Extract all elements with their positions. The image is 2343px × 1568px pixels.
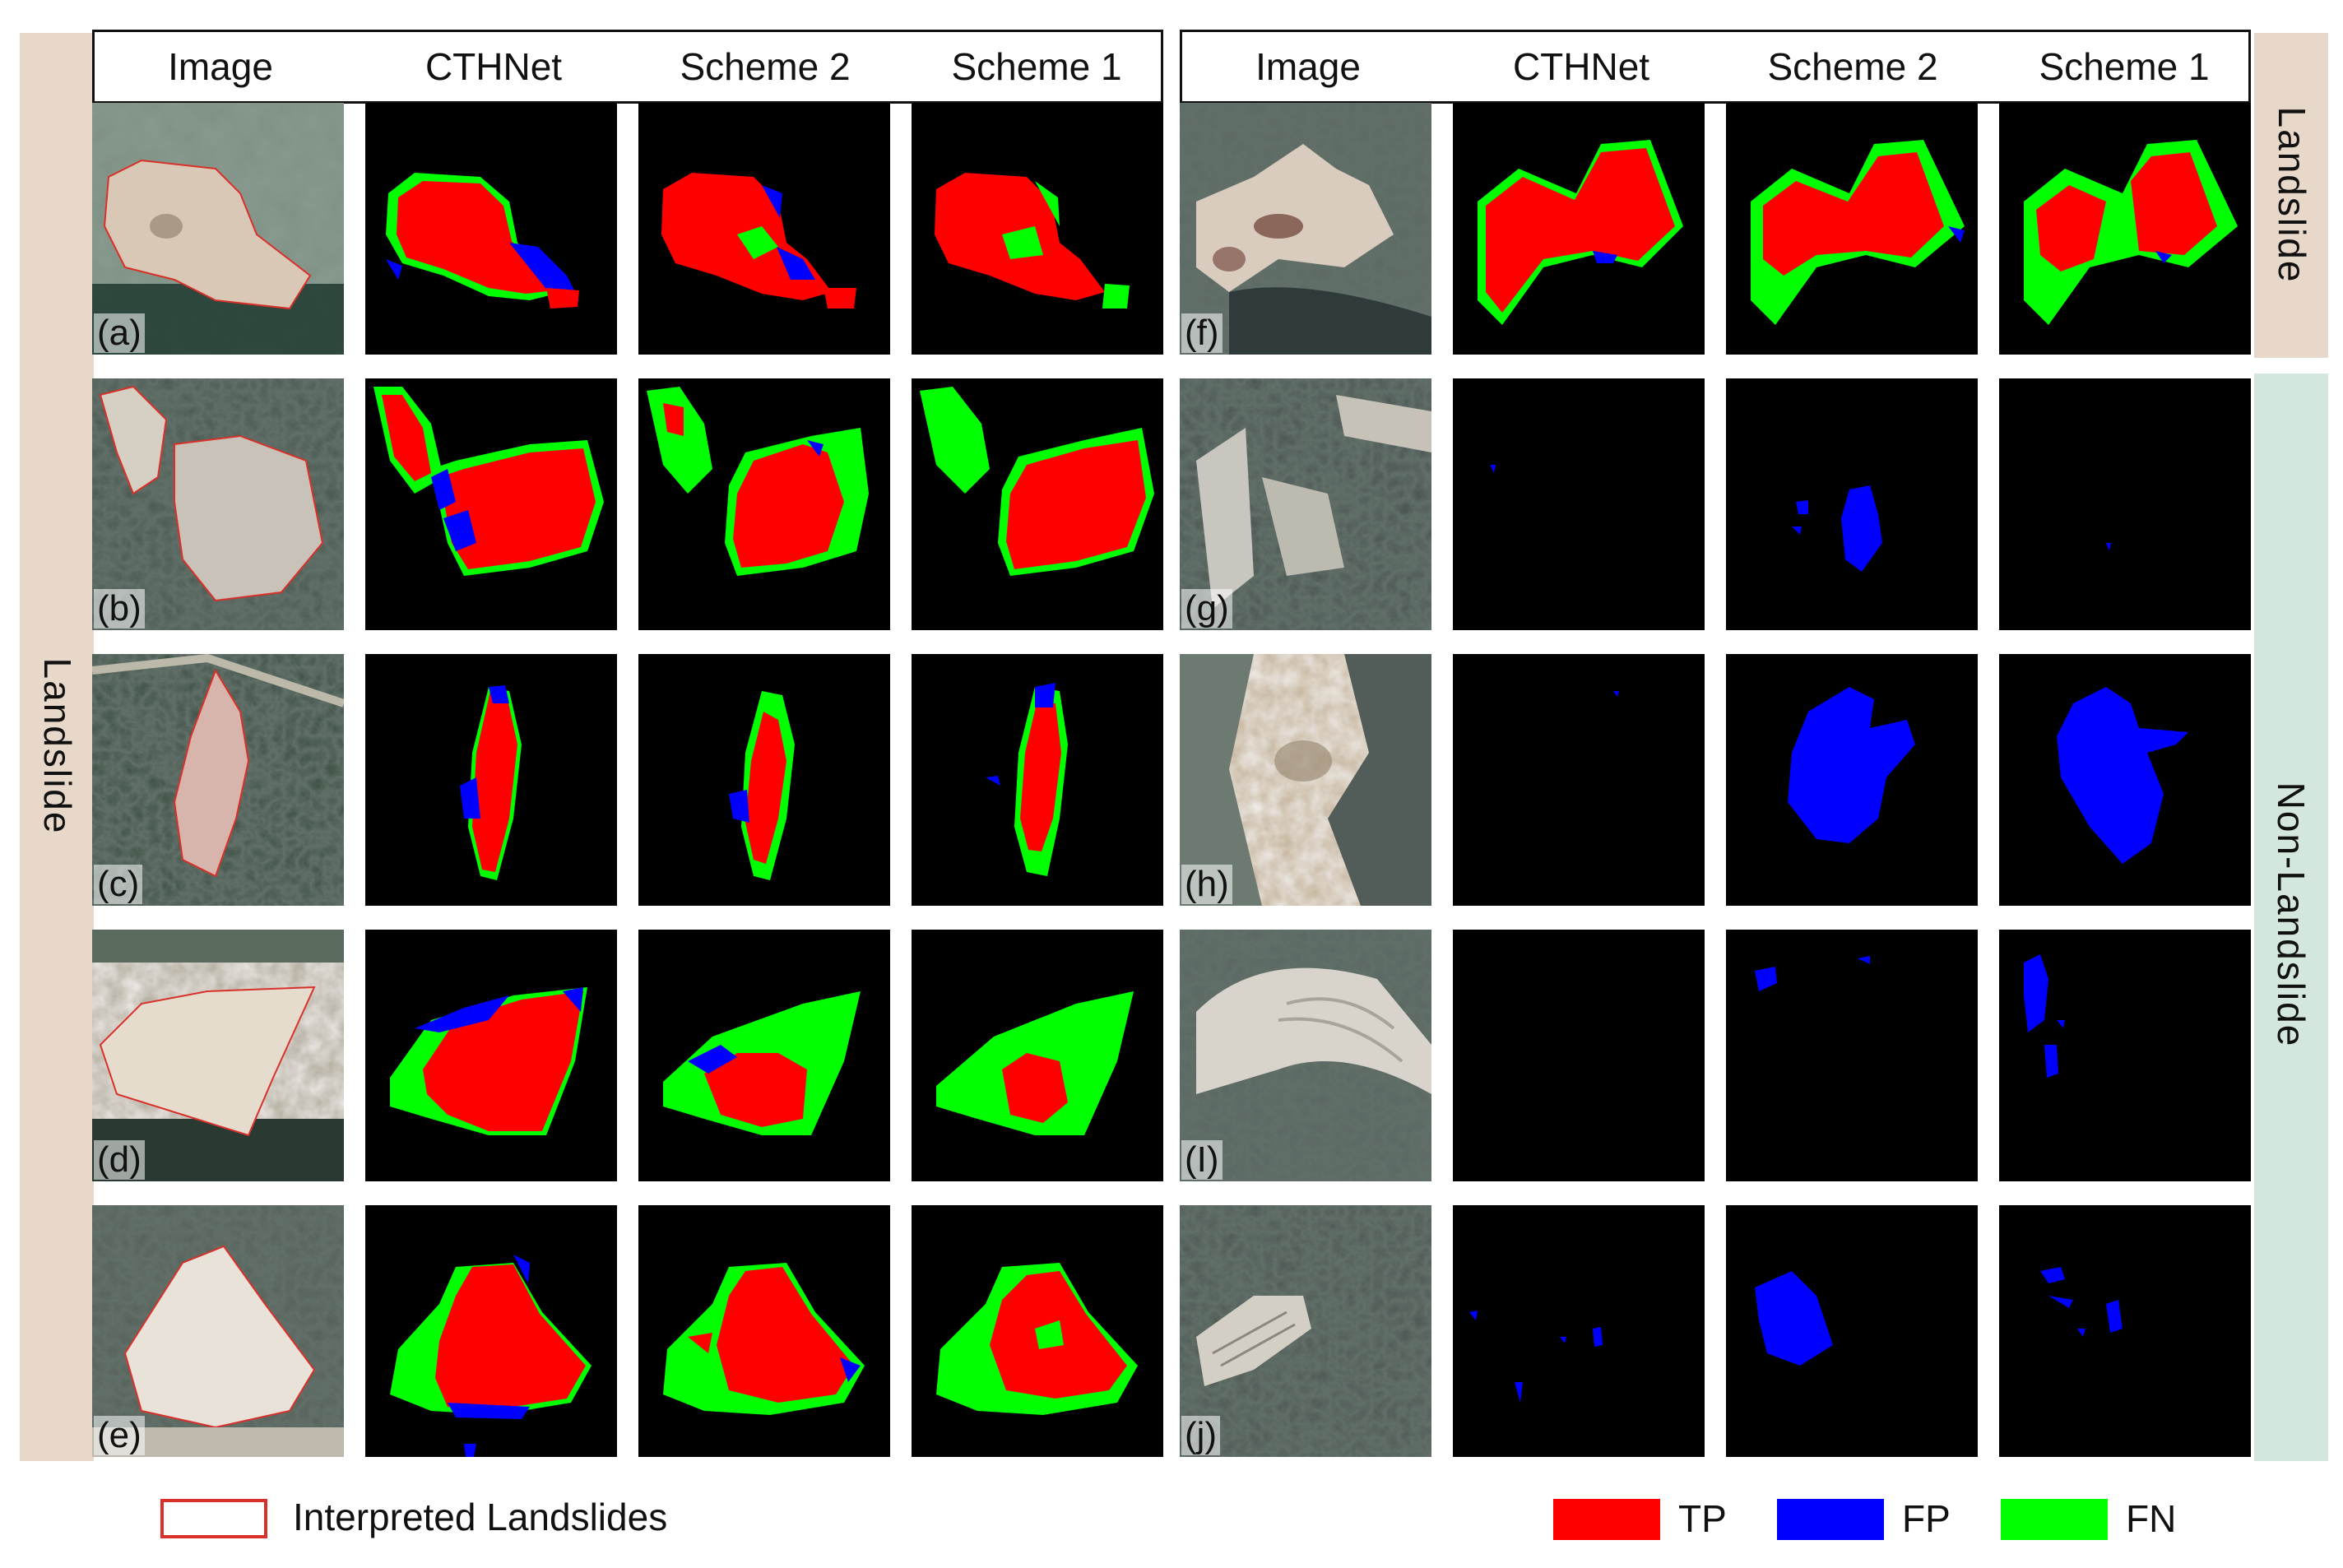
panel-label: (d) bbox=[94, 1140, 145, 1180]
header-cthnet: CTHNet bbox=[425, 45, 563, 88]
cthnet-mask-j bbox=[1453, 1205, 1705, 1457]
image-panel-j: (j) bbox=[1180, 1205, 1431, 1457]
image-panel-d: (d) bbox=[92, 930, 344, 1181]
header-image: Image bbox=[1255, 45, 1361, 88]
non-landslide-band-right bbox=[2254, 373, 2328, 1461]
fn-label: FN bbox=[2126, 1497, 2177, 1540]
landslide-band-right bbox=[2254, 33, 2328, 358]
scheme1-mask-c bbox=[912, 654, 1163, 906]
header-scheme2: Scheme 2 bbox=[1767, 45, 1938, 88]
cthnet-mask-c bbox=[365, 654, 617, 906]
panel-label: (f) bbox=[1181, 313, 1223, 353]
band-label-left: Landslide bbox=[36, 657, 79, 835]
cthnet-mask-b bbox=[365, 378, 617, 630]
scheme2-mask-d bbox=[638, 930, 890, 1181]
tp-swatch bbox=[1553, 1499, 1660, 1540]
band-label-right-top: Landslide bbox=[2271, 106, 2313, 284]
panel-label: (h) bbox=[1181, 865, 1232, 904]
scheme2-mask-i bbox=[1726, 930, 1978, 1181]
scheme2-mask-h bbox=[1726, 654, 1978, 906]
scheme2-mask-e bbox=[638, 1205, 890, 1457]
fn-swatch bbox=[2001, 1499, 2108, 1540]
cthnet-mask-a bbox=[365, 103, 617, 355]
cthnet-mask-f bbox=[1453, 103, 1705, 355]
header-scheme1: Scheme 1 bbox=[2039, 45, 2210, 88]
band-label-right-bottom: Non-Landslide bbox=[2270, 782, 2313, 1048]
cthnet-mask-i bbox=[1453, 930, 1705, 1181]
panel-label: (g) bbox=[1181, 589, 1232, 629]
scheme2-mask-j bbox=[1726, 1205, 1978, 1457]
interpreted-landslide-label: Interpreted Landslides bbox=[293, 1496, 668, 1538]
image-panel-c: (c) bbox=[92, 654, 344, 906]
scheme1-mask-a bbox=[912, 103, 1163, 355]
scheme2-mask-b bbox=[638, 378, 890, 630]
image-panel-a: (a) bbox=[92, 103, 344, 355]
scheme1-mask-i bbox=[1999, 930, 2251, 1181]
scheme2-mask-c bbox=[638, 654, 890, 906]
image-panel-f: (f) bbox=[1180, 103, 1431, 355]
cthnet-mask-h bbox=[1453, 654, 1705, 906]
tp-label: TP bbox=[1678, 1497, 1727, 1540]
cthnet-mask-e bbox=[365, 1205, 617, 1457]
panel-label: (e) bbox=[94, 1416, 145, 1455]
panel-label: (j) bbox=[1181, 1416, 1221, 1455]
header-cthnet: CTHNet bbox=[1512, 45, 1650, 88]
image-panel-h: (h) bbox=[1180, 654, 1431, 906]
cthnet-mask-g bbox=[1453, 378, 1705, 630]
scheme1-mask-j bbox=[1999, 1205, 2251, 1457]
cthnet-mask-d bbox=[365, 930, 617, 1181]
scheme1-mask-g bbox=[1999, 378, 2251, 630]
interpreted-landslide-swatch bbox=[160, 1499, 267, 1538]
scheme2-mask-f bbox=[1726, 103, 1978, 355]
image-panel-g: (g) bbox=[1180, 378, 1431, 630]
scheme1-mask-f bbox=[1999, 103, 2251, 355]
panel-label: (c) bbox=[94, 865, 143, 904]
panel-label: (I) bbox=[1181, 1140, 1223, 1180]
scheme1-mask-h bbox=[1999, 654, 2251, 906]
header-scheme2: Scheme 2 bbox=[680, 45, 851, 88]
image-panel-b: (b) bbox=[92, 378, 344, 630]
image-panel-e: (e) bbox=[92, 1205, 344, 1457]
landslide-band-left bbox=[20, 33, 94, 1461]
scheme1-mask-b bbox=[912, 378, 1163, 630]
header-scheme1: Scheme 1 bbox=[951, 45, 1122, 88]
image-panel-i: (I) bbox=[1180, 930, 1431, 1181]
header-right: Image CTHNet Scheme 2 Scheme 1 bbox=[1180, 30, 2251, 104]
header-left: Image CTHNet Scheme 2 Scheme 1 bbox=[92, 30, 1163, 104]
scheme2-mask-a bbox=[638, 103, 890, 355]
fp-label: FP bbox=[1902, 1497, 1951, 1540]
panel-label: (a) bbox=[94, 313, 145, 353]
scheme2-mask-g bbox=[1726, 378, 1978, 630]
fp-swatch bbox=[1777, 1499, 1884, 1540]
scheme1-mask-e bbox=[912, 1205, 1163, 1457]
panel-label: (b) bbox=[94, 589, 145, 629]
header-image: Image bbox=[168, 45, 273, 88]
scheme1-mask-d bbox=[912, 930, 1163, 1181]
